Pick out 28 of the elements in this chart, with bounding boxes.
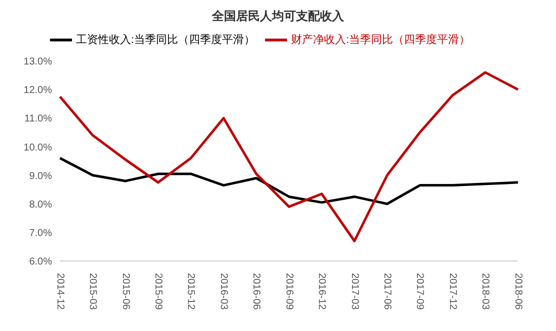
chart-title: 全国居民人均可支配收入 [211,8,345,25]
x-tick-label: 2015-12 [185,273,196,310]
y-tick-label: 11.0% [24,114,52,125]
x-tick-label: 2018-03 [480,273,491,310]
legend-label: 工资性收入:当季同比（四季度平滑） [76,34,255,46]
legend-label: 财产净收入:当季同比（四季度平滑） [291,34,470,46]
y-tick-label: 9.0% [29,170,52,182]
x-tick-label: 2016-06 [250,273,262,310]
x-tick-label: 2015-09 [152,273,164,310]
x-tick-label: 2016-09 [283,273,294,310]
y-tick-label: 12.0% [24,85,52,96]
x-tick-label: 2015-03 [87,273,98,310]
x-tick-label: 2017-09 [414,273,426,310]
x-tick-label: 2018-06 [512,273,524,310]
x-tick-label: 2015-06 [120,273,131,310]
y-tick-label: 10.0% [24,142,52,154]
y-tick-label: 8.0% [29,199,52,210]
y-tick-label: 13.0% [24,56,52,68]
x-tick-label: 2017-06 [382,273,392,310]
x-tick-label: 2016-03 [218,273,229,310]
line-series [58,71,520,242]
x-tick-label: 2017-03 [348,273,360,310]
line-series [58,156,520,206]
x-tick-label: 2014-12 [54,273,66,310]
y-tick-label: 7.0% [29,228,52,239]
x-tick-label: 2017-12 [446,273,458,310]
y-tick-label: 6.0% [29,256,52,268]
x-tick-label: 2016-12 [316,273,328,310]
